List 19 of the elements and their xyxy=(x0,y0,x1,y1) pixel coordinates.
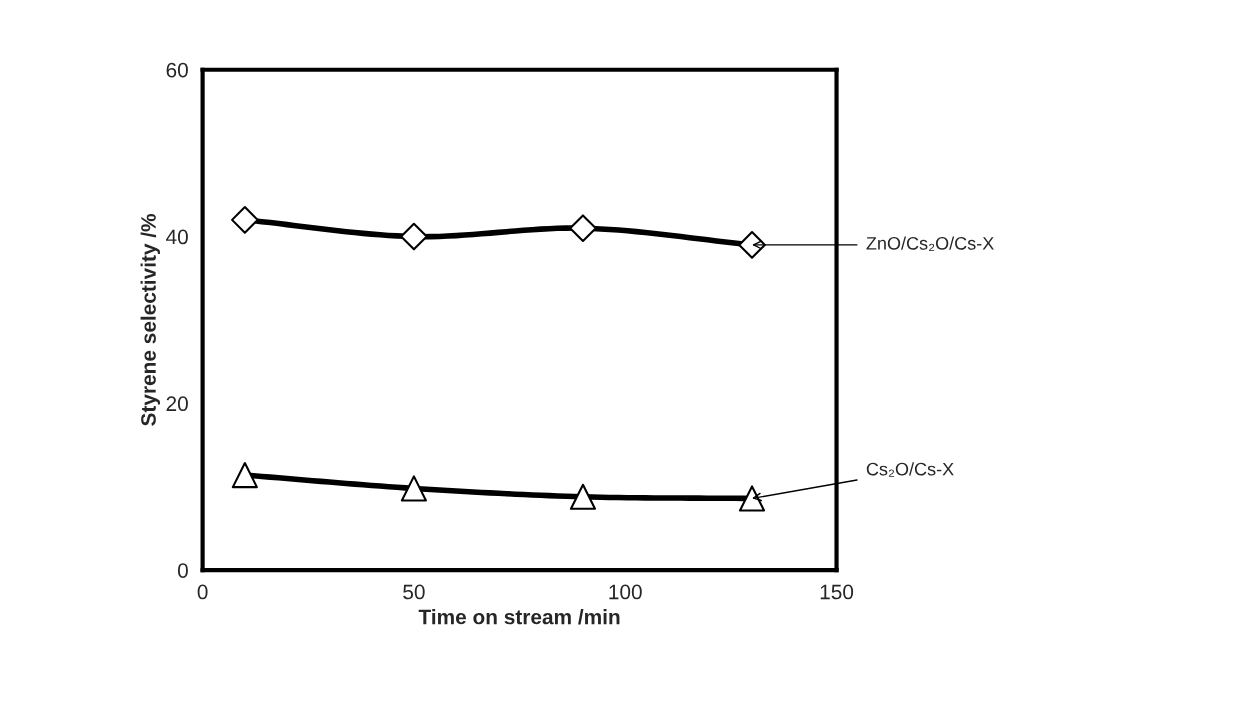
y-tick-label: 60 xyxy=(166,62,188,78)
y-axis-title: Styrene selectivity /% xyxy=(140,213,160,426)
y-tick-label: 40 xyxy=(166,229,188,245)
point xyxy=(569,483,597,510)
y-tick-label: 0 xyxy=(177,563,188,578)
y-tick-label: 20 xyxy=(166,396,188,412)
point xyxy=(231,206,259,234)
point xyxy=(400,475,427,502)
x-axis-title: Time on stream /min xyxy=(418,609,620,625)
x-tick-label: 150 xyxy=(820,584,854,600)
x-tick-label: 0 xyxy=(197,584,208,600)
annotation: ZnO/Cs₂O/Cs-X xyxy=(866,236,994,252)
point xyxy=(231,462,258,489)
point xyxy=(738,485,766,512)
x-tick-label: 100 xyxy=(609,584,642,600)
point xyxy=(569,214,597,243)
annotation: Cs₂O/Cs-X xyxy=(866,462,954,477)
point xyxy=(400,222,428,251)
x-tick-label: 50 xyxy=(403,584,425,600)
